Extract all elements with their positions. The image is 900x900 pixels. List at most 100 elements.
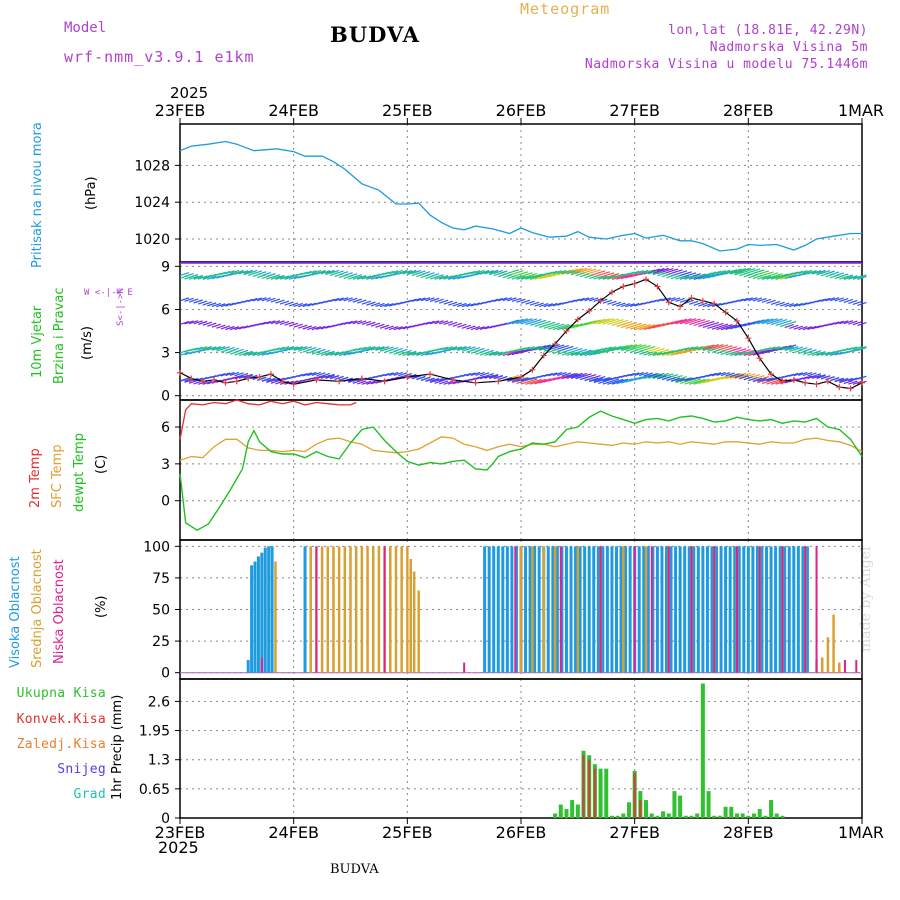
wind-barb	[657, 375, 667, 380]
wind-barb	[598, 318, 615, 325]
wind-barb	[184, 351, 194, 356]
wind-barb	[843, 377, 854, 382]
high-cloud-bar	[664, 546, 668, 673]
wind-barb	[752, 349, 770, 356]
wind-speed-marker	[177, 369, 183, 376]
high-cloud-bar	[487, 546, 491, 673]
wind-barb	[375, 346, 385, 351]
high-cloud-bar	[592, 546, 596, 673]
x-tick-label-bottom: 28FEB	[723, 823, 774, 842]
wind-speed-marker	[199, 378, 206, 385]
wind-barb	[438, 380, 449, 385]
wind-barb	[211, 346, 222, 351]
wind-barb	[816, 298, 826, 303]
mid-cloud-bar	[354, 546, 358, 673]
wind-speed-marker	[608, 289, 615, 296]
wind-barb	[370, 380, 381, 385]
high-cloud-bar	[678, 546, 682, 673]
wind-barb	[675, 377, 685, 382]
wind-barb	[593, 318, 610, 325]
wind-barb	[197, 320, 208, 325]
wind-barb	[366, 380, 376, 385]
wind-speed-marker	[222, 379, 229, 386]
high-cloud-bar	[774, 546, 778, 673]
wind-barb	[798, 349, 808, 355]
high-cloud-bar	[787, 546, 791, 673]
wind-barb	[443, 346, 453, 351]
wind-barb	[766, 275, 776, 280]
wind-barb	[466, 270, 476, 275]
high-cloud-bar	[256, 556, 260, 673]
wind-barb	[575, 297, 585, 302]
wind-barb	[607, 300, 617, 305]
wind-barb	[670, 274, 681, 280]
mid-cloud-bar	[553, 546, 557, 673]
wind-barb	[466, 348, 476, 353]
wind-barb	[279, 380, 290, 385]
wind-barb	[539, 273, 556, 280]
wind-barb	[266, 275, 276, 280]
wind-barb	[461, 324, 472, 329]
high-cloud-bar	[660, 546, 664, 673]
wind-barb	[652, 372, 670, 379]
wind-barb	[261, 377, 272, 382]
wind-barb	[516, 347, 526, 352]
wind-barb	[434, 377, 444, 382]
wind-barb	[857, 275, 867, 280]
wind-barb	[566, 270, 576, 275]
wind-barb	[416, 297, 426, 302]
wind-barb	[257, 273, 267, 279]
wind-barb	[557, 350, 567, 355]
wind-barb	[716, 302, 726, 307]
wind-barb	[857, 346, 867, 351]
wind-barb	[684, 299, 694, 304]
high-cloud-bar	[796, 546, 800, 673]
wind-barb	[484, 372, 494, 378]
wind-barb	[307, 371, 317, 377]
high-cloud-bar	[705, 546, 709, 673]
wind-barb	[361, 320, 372, 326]
wind-barb	[357, 346, 367, 351]
wind-barb	[616, 346, 626, 351]
wind-barb	[834, 351, 844, 356]
high-cloud-bar	[263, 547, 267, 673]
precip-total-bar	[752, 813, 757, 818]
x-tick-label-bottom: 25FEB	[382, 823, 433, 842]
wind-barb	[766, 346, 776, 351]
wind-barb	[698, 320, 715, 328]
wind-barb	[261, 351, 272, 356]
wind-barb	[798, 371, 808, 377]
wind-barb	[589, 318, 606, 325]
wind-barb	[452, 346, 462, 351]
wind-barb	[770, 378, 788, 385]
high-cloud-bar	[303, 546, 307, 673]
wind-barb	[761, 377, 772, 382]
low-cloud-bar	[514, 546, 517, 673]
high-cloud-bar	[505, 546, 509, 673]
wind-barb	[234, 269, 244, 275]
wind-barb	[197, 346, 208, 351]
wind-speed-marker	[768, 371, 775, 378]
wind-barb	[561, 372, 572, 377]
wind-barb	[620, 373, 631, 378]
wind-barb	[848, 380, 858, 385]
wind-barb	[252, 297, 262, 302]
model-elevation-label: Nadmorska Visina u modelu 75.1446m	[584, 57, 868, 72]
wind-barb	[679, 275, 690, 280]
low-cloud-bar	[690, 546, 693, 673]
wind-barb	[666, 376, 676, 382]
wind-barb	[675, 275, 685, 280]
wind-barb	[811, 325, 822, 330]
panel-frame	[179, 678, 863, 819]
wind-barb	[475, 269, 485, 274]
wind-barb	[298, 303, 308, 308]
wind-barb	[393, 371, 403, 377]
wind-barb	[570, 373, 581, 379]
wind-barb	[679, 318, 697, 325]
wind-barb	[843, 347, 854, 352]
wind-barb	[657, 351, 667, 356]
wind-barb	[798, 270, 808, 275]
wind-barb	[179, 297, 190, 302]
wind-barb	[675, 297, 685, 303]
wind-barb	[852, 346, 863, 351]
